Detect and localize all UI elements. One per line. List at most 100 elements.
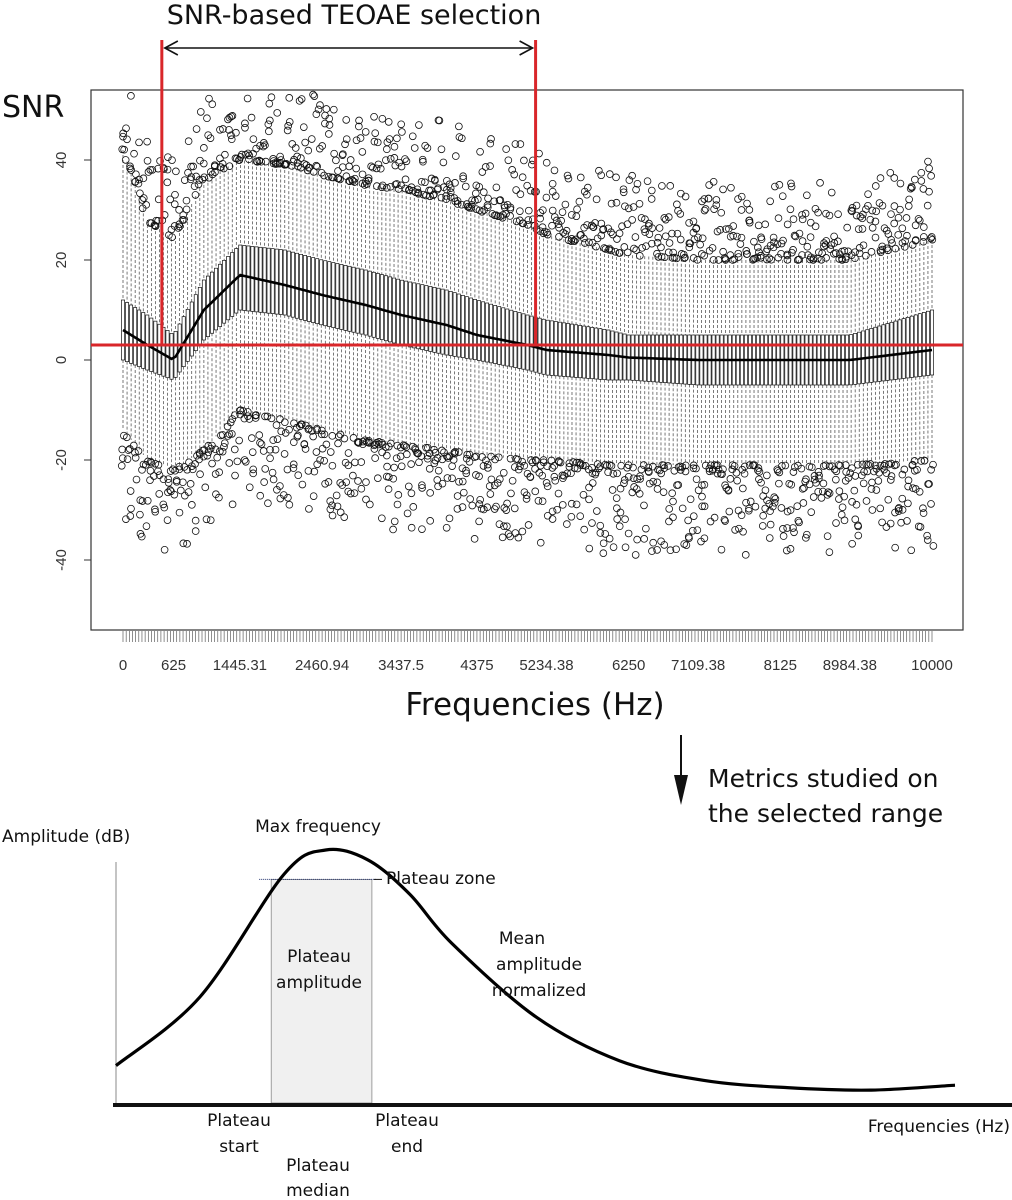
outlier-point: [719, 247, 727, 256]
outlier-point: [887, 476, 895, 484]
outlier-point: [409, 503, 418, 511]
outlier-point: [390, 463, 398, 472]
outlier-point: [273, 109, 282, 117]
outlier-point: [551, 192, 560, 200]
outlier-point: [608, 486, 617, 494]
snr-boxplot-chart: 40 20 0 -20 -40 0 625 1445.31 2460.94 3437.5 4375…: [2, 0, 964, 723]
outlier-point: [923, 531, 931, 540]
outlier-point: [673, 229, 682, 238]
outlier-point: [868, 206, 877, 215]
outlier-point: [789, 524, 797, 532]
box: [452, 292, 457, 357]
outlier-point: [259, 447, 268, 455]
outlier-point: [689, 217, 698, 226]
outlier-point: [898, 224, 907, 233]
outlier-point: [458, 477, 467, 486]
outlier-point: [160, 503, 169, 512]
outlier-point: [206, 516, 215, 524]
box: [375, 273, 380, 339]
y-tick-label: -20: [53, 449, 70, 471]
outlier-point: [736, 240, 745, 248]
outlier-point: [267, 93, 276, 102]
outlier-point: [668, 489, 676, 498]
outlier-point: [266, 445, 274, 454]
y-tick-label: -40: [53, 549, 70, 571]
outlier-point: [198, 446, 207, 455]
outlier-point: [370, 112, 378, 121]
outlier-point: [144, 457, 152, 466]
outlier-point: [386, 182, 395, 191]
outlier-point: [766, 507, 774, 515]
outlier-point: [392, 454, 401, 463]
outlier-point: [262, 157, 270, 166]
outlier-point: [437, 145, 446, 154]
outlier-point: [350, 178, 359, 186]
outlier-point: [542, 479, 551, 487]
outlier-point: [895, 504, 903, 512]
outlier-point: [326, 505, 335, 514]
outlier-point: [506, 532, 514, 541]
outlier-point: [685, 239, 694, 248]
outlier-point: [248, 434, 256, 442]
outlier-point: [668, 229, 676, 238]
outlier-point: [150, 472, 158, 480]
outlier-point: [475, 472, 483, 481]
outlier-point: [189, 162, 197, 171]
outlier-point: [218, 447, 227, 456]
outlier-point: [228, 500, 237, 509]
mean-amplitude-label-1: Mean: [499, 929, 545, 949]
outlier-point: [283, 126, 292, 135]
outlier-point: [789, 468, 798, 476]
outlier-point: [336, 175, 344, 184]
outlier-point: [166, 195, 174, 204]
outlier-point: [390, 142, 399, 151]
outlier-point: [773, 240, 782, 248]
outlier-point: [806, 233, 815, 241]
outlier-point: [341, 140, 349, 149]
outlier-point: [732, 469, 741, 477]
outlier-point: [138, 196, 147, 204]
outlier-point: [137, 532, 146, 541]
outlier-point: [660, 541, 669, 549]
y-tick-label: 0: [53, 356, 70, 364]
outlier-point: [122, 124, 130, 133]
outlier-point: [713, 469, 722, 478]
outlier-point: [904, 202, 913, 210]
outlier-point: [653, 478, 662, 487]
outlier-point: [894, 231, 903, 239]
outlier-point: [126, 164, 134, 173]
outlier-point: [170, 222, 179, 230]
outlier-point: [132, 475, 141, 484]
outlier-point: [200, 173, 208, 182]
outlier-point: [361, 436, 369, 445]
outlier-point: [474, 195, 482, 204]
outlier-point: [665, 517, 673, 526]
outlier-point: [241, 457, 250, 466]
outlier-point: [605, 534, 614, 543]
outlier-point: [886, 519, 895, 528]
outlier-point: [526, 186, 535, 195]
outlier-point: [621, 515, 629, 524]
box: [319, 259, 324, 326]
outlier-point: [624, 529, 633, 538]
box: [282, 249, 287, 316]
outlier-point: [762, 247, 771, 256]
box: [485, 302, 490, 363]
outlier-point: [647, 195, 656, 203]
outlier-point: [535, 469, 544, 477]
outlier-point: [837, 510, 846, 519]
x-tick-label: 3437.5: [378, 657, 424, 674]
x-tick-label: 7109.38: [671, 657, 725, 674]
outlier-point: [442, 192, 450, 200]
outlier-point: [742, 247, 751, 255]
outlier-point: [291, 144, 300, 152]
outlier-point: [397, 120, 405, 129]
outlier-point: [206, 134, 215, 142]
outlier-point: [848, 207, 856, 216]
outlier-point: [740, 469, 749, 478]
outlier-point: [901, 237, 909, 245]
outlier-point: [633, 180, 642, 188]
box: [460, 294, 465, 359]
box: [400, 279, 405, 346]
outlier-point: [855, 244, 864, 252]
